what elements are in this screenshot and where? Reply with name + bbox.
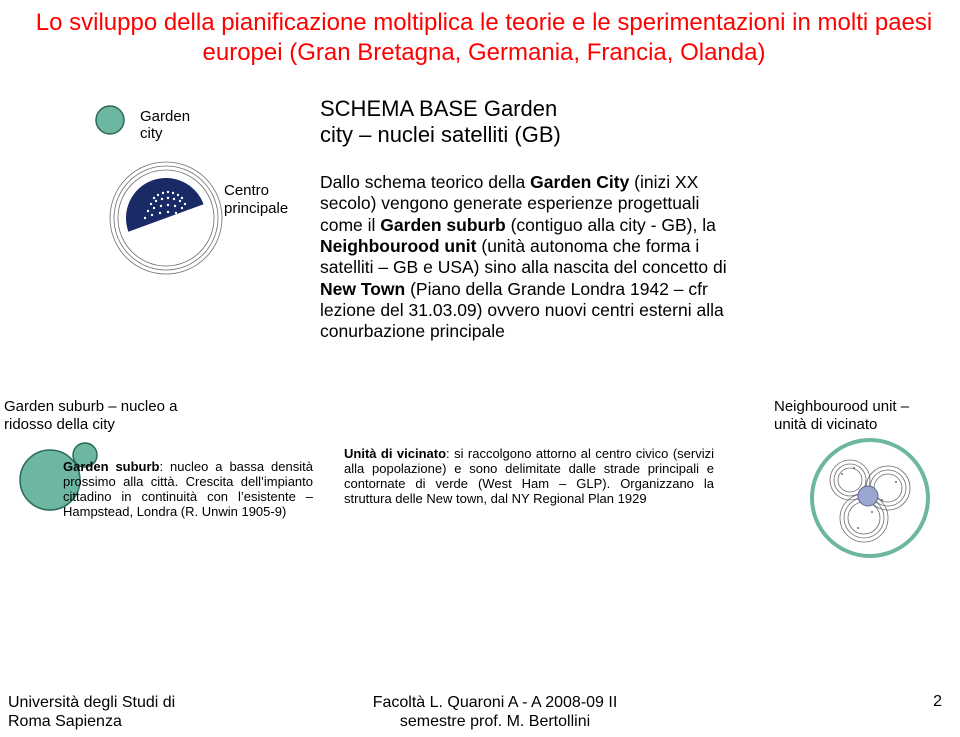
centro-l2: principale (224, 200, 288, 218)
footer-center-l1: Facoltà L. Quaroni A - A 2008-09 II (294, 693, 696, 712)
garden-suburb-left-label: Garden suburb – nucleo a ridosso della c… (4, 398, 177, 434)
footer-center: Facoltà L. Quaroni A - A 2008-09 II seme… (294, 693, 696, 731)
footer-left: Università degli Studi di Roma Sapienza (8, 693, 175, 731)
main-body-text: Dallo schema teorico della Garden City (… (320, 172, 738, 343)
centro-principale-label: Centro principale (224, 182, 288, 218)
centro-fan (126, 178, 204, 232)
gs-left-l1: Garden suburb – nucleo a (4, 398, 177, 416)
gs-left-l2: ridosso della city (4, 416, 177, 434)
schema-base-l1: SCHEMA BASE Garden (320, 96, 561, 122)
footer-left-l2: Roma Sapienza (8, 712, 175, 731)
nu-right-l2: unità di vicinato (774, 416, 909, 434)
nu-right-l1: Neighbourood unit – (774, 398, 909, 416)
centro-l1: Centro (224, 182, 288, 200)
garden-city-label-l2: city (140, 125, 190, 142)
garden-suburb-description: Garden suburb: nucleo a bassa densità pr… (63, 460, 313, 520)
centro-principale-diagram (110, 162, 222, 274)
garden-city-label: Garden city (140, 108, 190, 143)
footer-page-number: 2 (933, 693, 942, 711)
unita-vicinato-description: Unità di vicinato: si raccolgono attorno… (344, 447, 714, 507)
schema-base-title: SCHEMA BASE Garden city – nuclei satelli… (320, 96, 561, 149)
footer-left-l1: Università degli Studi di (8, 693, 175, 712)
garden-city-node (96, 106, 124, 134)
nu-center (858, 486, 878, 506)
neighbourood-right-label: Neighbourood unit – unità di vicinato (774, 398, 909, 434)
footer-center-l2: semestre prof. M. Bertollini (294, 712, 696, 731)
garden-city-diagram (96, 106, 124, 134)
garden-city-label-l1: Garden (140, 108, 190, 125)
neighbourood-unit-diagram (810, 438, 930, 558)
slide-title: Lo sviluppo della pianificazione moltipl… (10, 8, 958, 68)
schema-base-l2: city – nuclei satelliti (GB) (320, 122, 561, 148)
